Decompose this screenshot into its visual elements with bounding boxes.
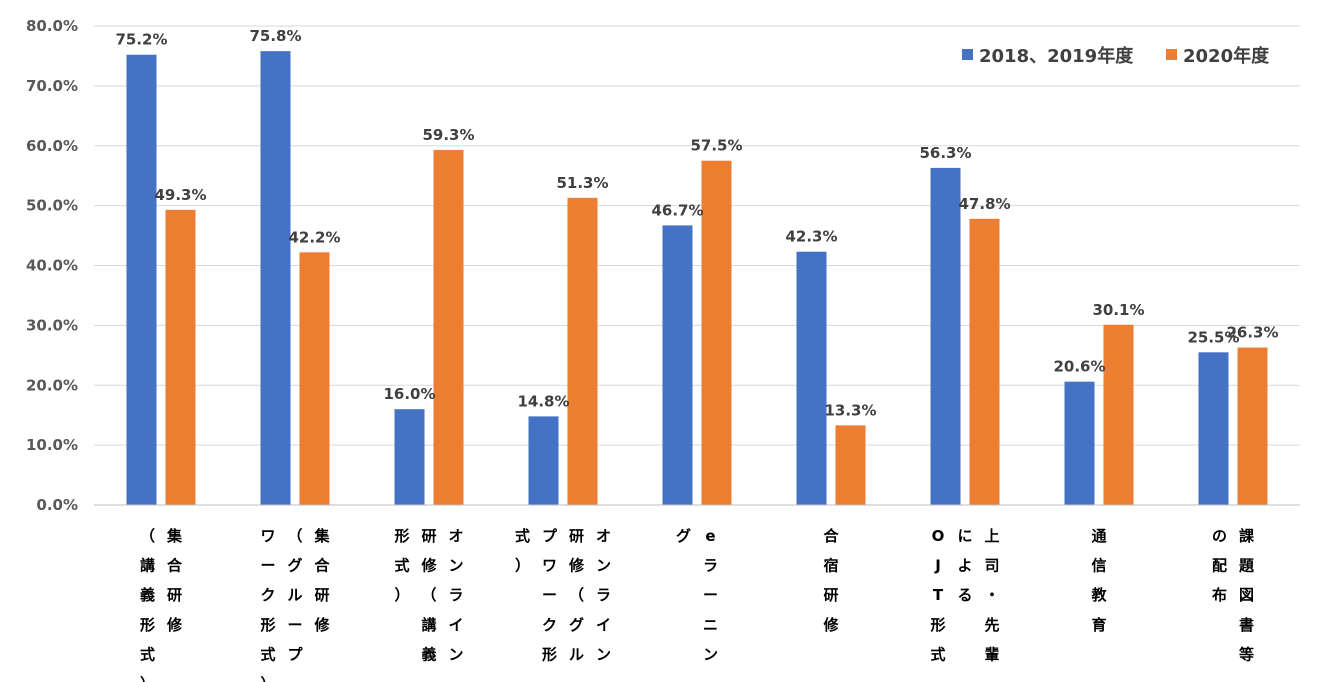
data-label: 42.3% [785,228,837,246]
data-label: 26.3% [1226,324,1278,342]
category-label: グ [676,527,691,545]
bar [394,409,425,505]
category-label: オンライン [596,527,611,663]
y-tick-label: 10.0% [26,436,78,454]
data-label: 75.2% [115,31,167,49]
legend-label: 2020年度 [1183,45,1270,67]
bar [567,197,598,505]
data-label: 57.5% [690,137,742,155]
legend-label: 2018、2019年度 [979,45,1134,67]
bar [1237,347,1268,505]
bar [1103,324,1134,505]
y-tick-label: 70.0% [26,77,78,95]
bar [126,54,157,506]
category-label: の配布 [1212,527,1227,604]
bar [662,225,693,506]
category-label: （講義形式） [140,527,155,682]
data-labels: 75.2% 75.8% 16.0% 14.8% 46.7% 42.3% 56.3% 20.6%… [115,27,1278,419]
category-label: 研修（グルー [568,527,585,682]
data-label: 20.6% [1053,358,1105,376]
category-label: 式） [515,527,530,575]
bar [796,251,827,505]
grid-lines [94,25,1300,506]
category-label: 上司・先輩 [984,527,999,663]
data-label: 56.3% [919,144,971,162]
category-label: 合宿研修 [822,527,839,634]
bar [835,425,866,505]
category-label: e ラーニン [703,527,718,663]
category-label: （グループ [287,527,303,663]
data-label: 46.7% [651,201,703,219]
legend: 2018、2019年度 2020年度 [962,45,1270,67]
bar [433,149,464,505]
y-tick-label: 80.0% [26,17,78,35]
data-label: 51.3% [556,174,608,192]
y-tick-label: 30.0% [26,316,78,334]
bar [299,252,330,505]
data-label: 75.8% [249,27,301,45]
data-label: 16.0% [383,385,435,403]
category-label: 課題図書等 [1239,527,1255,663]
data-label: 30.1% [1092,301,1144,319]
category-label: による [957,527,972,604]
y-tick-label: 60.0% [26,137,78,155]
data-label: 49.3% [154,186,206,204]
bar [701,160,732,505]
data-label: 25.5% [1187,328,1239,346]
category-label: 通信教育 [1090,527,1107,634]
data-label: 59.3% [422,126,474,144]
y-tick-label: 50.0% [26,197,78,215]
bar [528,416,559,505]
category-label: 形式） [394,527,409,604]
bar [930,167,961,505]
legend-swatch [1166,49,1177,60]
category-label: プワーク形 [542,527,558,663]
y-tick-label: 0.0% [36,496,78,514]
bar [260,51,291,506]
category-label: ワーク形式） [260,527,275,682]
y-tick-label: 40.0% [26,257,78,275]
bar [165,209,196,505]
legend-swatch [962,49,973,60]
y-tick-label: 20.0% [26,376,78,394]
bar [1198,352,1229,505]
data-label: 13.3% [824,401,876,419]
category-label: オンライン [448,527,463,663]
bar [969,218,1000,506]
x-axis: 集合研修（講義形式）集合研修（グループワーク形式）オンライン研修（講義形式）オン… [94,504,1300,682]
category-label: 研修（講義 [420,527,437,663]
data-label: 42.2% [288,228,340,246]
category-label: 集合研修 [166,527,183,634]
data-label: 47.8% [958,195,1010,213]
bars [126,51,1268,506]
category-label: O J T 形式 [930,527,945,663]
y-axis: 0.0% 10.0% 20.0% 30.0% 40.0% 50.0% 60.0% 70.0% 8… [26,17,78,514]
category-label: 集合研修 [313,527,330,634]
data-label: 14.8% [517,392,569,410]
bar [1064,381,1095,505]
